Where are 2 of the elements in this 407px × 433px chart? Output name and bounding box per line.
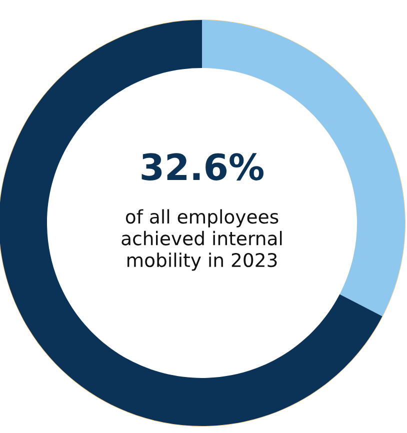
text: 32.6% xyxy=(142,153,264,180)
text: of all employees achieved internal mobility in 2023 xyxy=(122,209,282,271)
